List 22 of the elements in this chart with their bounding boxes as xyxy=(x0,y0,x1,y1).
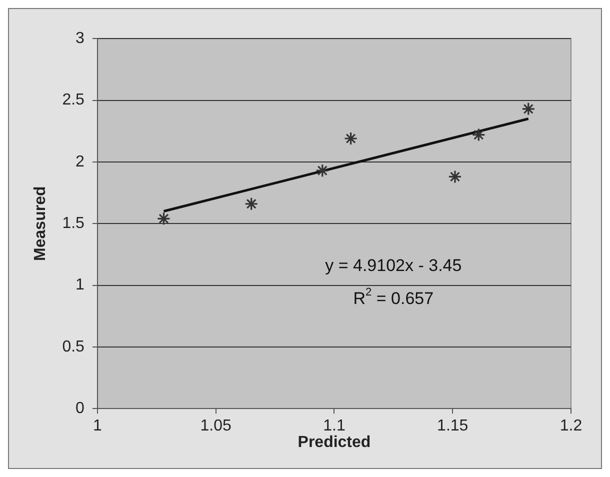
y-tick-label: 1 xyxy=(76,276,85,294)
point xyxy=(472,128,486,142)
x-tick-label: 1 xyxy=(92,418,102,435)
point xyxy=(244,197,258,211)
x-axis-title: Predicted xyxy=(298,434,371,451)
x-tick-label: 1.1 xyxy=(323,418,346,435)
y-tick-label: 0 xyxy=(76,400,85,418)
x-tick-label: 1.05 xyxy=(200,418,232,435)
y-axis-title: Measured xyxy=(32,186,50,261)
y-tick-label: 2 xyxy=(76,153,85,170)
y-tick-label: 1.5 xyxy=(62,215,85,232)
point xyxy=(156,212,171,226)
y-tick-label: 0.5 xyxy=(62,338,85,356)
point xyxy=(344,132,358,146)
point xyxy=(316,164,330,178)
annotation: y = 4.9102x - 3.45 xyxy=(325,256,462,275)
y-tick-label: 2.5 xyxy=(62,92,85,109)
point xyxy=(522,102,536,116)
point xyxy=(448,170,462,184)
y-tick-label: 3 xyxy=(76,30,85,48)
x-tick-label: 1.2 xyxy=(560,418,582,435)
x-tick-label: 1.15 xyxy=(437,418,468,435)
